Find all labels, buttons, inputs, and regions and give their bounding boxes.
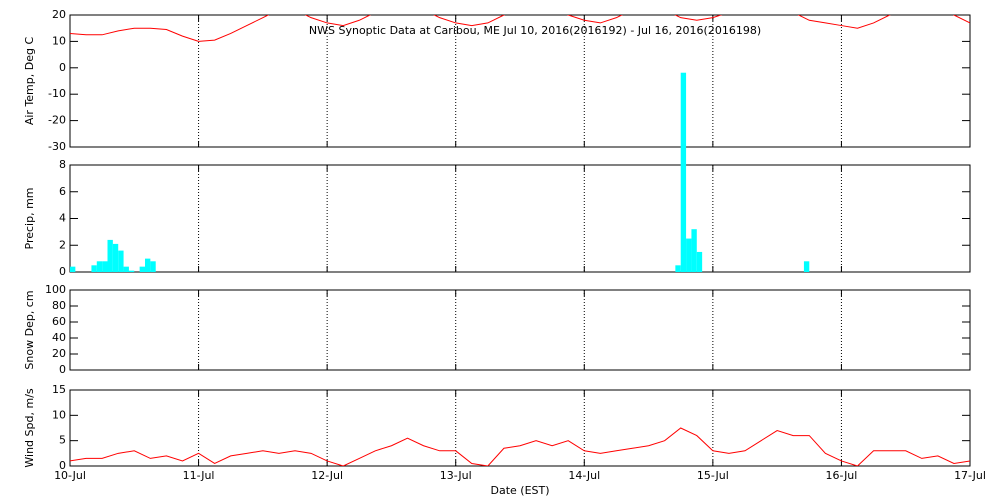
- bar: [139, 266, 145, 272]
- y-tick-label: 40: [52, 331, 66, 344]
- bar: [803, 261, 810, 272]
- data-line: [70, 15, 970, 42]
- bar: [696, 251, 703, 272]
- y-axis-label: Air Temp, Deg C: [23, 37, 36, 126]
- bar: [675, 265, 681, 272]
- bar: [70, 266, 76, 272]
- y-tick-label: 80: [52, 299, 66, 312]
- panel-frame: [69, 289, 971, 371]
- bar: [91, 265, 97, 272]
- x-tick-label: 10-Jul: [54, 469, 86, 482]
- bar: [691, 229, 697, 272]
- panel-frame: [69, 164, 971, 273]
- y-tick-label: 20: [52, 8, 66, 21]
- y-axis-label: Precip, mm: [23, 188, 36, 250]
- y-tick-label: 60: [52, 315, 66, 328]
- y-axis-label: Wind Spd, m/s: [23, 388, 36, 468]
- y-tick-label: 0: [59, 61, 66, 74]
- bar: [112, 243, 119, 272]
- y-tick-label: 6: [59, 185, 66, 198]
- y-tick-label: 10: [52, 408, 66, 421]
- y-tick-label: 4: [59, 212, 66, 225]
- y-tick-label: 8: [59, 158, 66, 171]
- bar: [107, 239, 113, 272]
- x-tick-label: 13-Jul: [440, 469, 472, 482]
- y-tick-label: 100: [45, 283, 66, 296]
- bar: [150, 261, 156, 272]
- bar: [118, 250, 124, 272]
- y-tick-label: 5: [59, 434, 66, 447]
- chart-title: NWS Synoptic Data at Caribou, ME Jul 10,…: [309, 24, 761, 37]
- data-line: [70, 427, 970, 466]
- y-tick-label: 2: [59, 238, 66, 251]
- bar: [123, 266, 129, 272]
- bar: [128, 270, 135, 272]
- bar: [686, 238, 692, 272]
- y-tick-label: 10: [52, 34, 66, 47]
- x-tick-label: 12-Jul: [311, 469, 343, 482]
- y-tick-label: 20: [52, 347, 66, 360]
- y-tick-label: -10: [48, 87, 66, 100]
- x-axis-label: Date (EST): [490, 484, 549, 497]
- y-tick-label: 0: [59, 265, 66, 278]
- y-tick-label: -20: [48, 114, 66, 127]
- x-tick-label: 15-Jul: [697, 469, 729, 482]
- y-tick-label: 15: [52, 383, 66, 396]
- bar: [680, 72, 687, 273]
- bar: [145, 258, 151, 272]
- panel-frame: [69, 14, 971, 148]
- bar: [102, 261, 108, 272]
- y-axis-label: Snow Dep, cm: [23, 290, 36, 369]
- x-tick-label: 14-Jul: [568, 469, 600, 482]
- y-tick-label: 0: [59, 363, 66, 376]
- y-tick-label: 0: [59, 459, 66, 472]
- x-tick-label: 11-Jul: [183, 469, 215, 482]
- x-tick-label: 16-Jul: [825, 469, 857, 482]
- panel-frame: [69, 389, 971, 467]
- bar: [96, 261, 103, 272]
- x-tick-label: 17-Jul: [954, 469, 986, 482]
- y-tick-label: -30: [48, 140, 66, 153]
